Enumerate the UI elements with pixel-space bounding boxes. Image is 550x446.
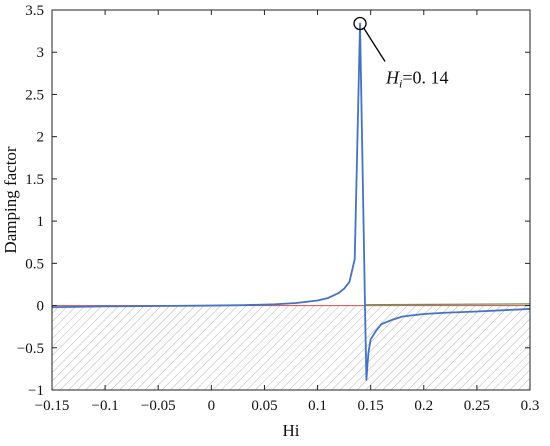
- peak-leader-line: [363, 28, 386, 62]
- x-tick-label: −0.05: [141, 398, 176, 414]
- peak-annotation: Hi=0. 14: [353, 16, 449, 91]
- x-tick-label: 0.05: [251, 398, 277, 414]
- peak-marker-circle: [353, 16, 367, 31]
- x-axis-title: Hi: [283, 421, 300, 440]
- y-tick-label: −1: [28, 383, 44, 399]
- x-axis-ticks: −0.15 −0.1 −0.05 0 0.05 0.1 0.15 0.2 0.25 0.3: [35, 10, 540, 414]
- y-tick-label: 0.5: [25, 256, 44, 272]
- x-tick-label: 0.3: [521, 398, 540, 414]
- x-tick-label: 0.25: [464, 398, 490, 414]
- x-tick-label: −0.15: [35, 398, 70, 414]
- peak-label: Hi=0. 14: [385, 68, 449, 91]
- y-axis-title: Damping factor: [1, 146, 20, 253]
- y-tick-label: 2: [37, 130, 45, 146]
- y-tick-label: −0.5: [17, 341, 44, 357]
- y-tick-label: 2.5: [25, 87, 44, 103]
- series-line-2: [365, 303, 530, 306]
- x-tick-label: 0.2: [414, 398, 433, 414]
- y-axis-ticks: −1 −0.5 0 0.5 1 1.5 2 2.5 3 3.5: [17, 3, 530, 399]
- x-tick-label: 0.1: [308, 398, 327, 414]
- x-tick-label: 0: [208, 398, 216, 414]
- y-tick-label: 1.5: [25, 172, 44, 188]
- negative-damping-hatched-region: [52, 305, 530, 390]
- y-tick-label: 3: [37, 45, 45, 61]
- plot-frame: [51, 9, 531, 391]
- y-tick-label: 0: [37, 299, 45, 315]
- series-layer: [52, 22, 530, 381]
- series-line-0: [52, 22, 530, 381]
- y-tick-label: 1: [37, 214, 45, 230]
- x-tick-label: 0.15: [358, 398, 384, 414]
- y-tick-label: 3.5: [25, 3, 44, 19]
- x-tick-label: −0.1: [92, 398, 119, 414]
